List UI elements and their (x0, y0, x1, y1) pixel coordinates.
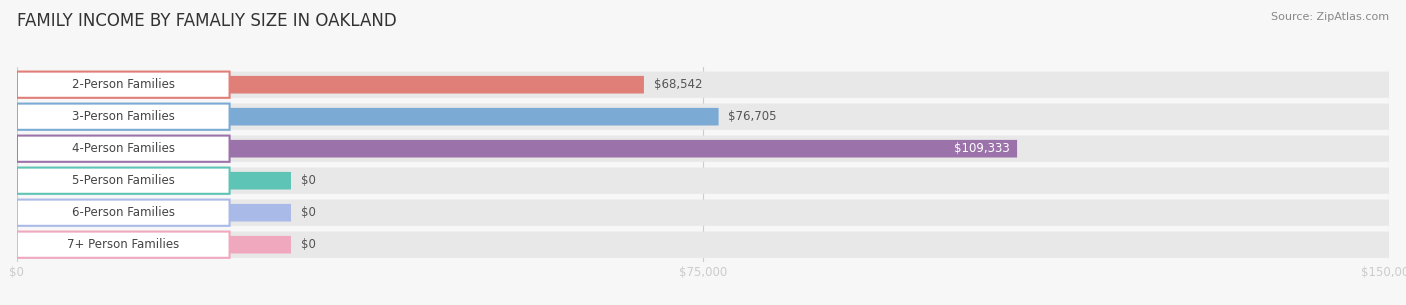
Text: $109,333: $109,333 (955, 142, 1011, 155)
FancyBboxPatch shape (198, 172, 291, 189)
Text: 5-Person Families: 5-Person Families (72, 174, 174, 187)
FancyBboxPatch shape (17, 104, 1389, 130)
Text: 6-Person Families: 6-Person Families (72, 206, 174, 219)
Text: 4-Person Families: 4-Person Families (72, 142, 174, 155)
FancyBboxPatch shape (17, 72, 229, 98)
Text: 7+ Person Families: 7+ Person Families (67, 238, 180, 251)
FancyBboxPatch shape (17, 72, 1389, 98)
FancyBboxPatch shape (17, 108, 718, 125)
Text: FAMILY INCOME BY FAMALIY SIZE IN OAKLAND: FAMILY INCOME BY FAMALIY SIZE IN OAKLAND (17, 12, 396, 30)
FancyBboxPatch shape (17, 167, 229, 194)
FancyBboxPatch shape (17, 140, 1017, 157)
FancyBboxPatch shape (17, 199, 229, 226)
Text: 3-Person Families: 3-Person Families (72, 110, 174, 123)
FancyBboxPatch shape (198, 236, 291, 253)
FancyBboxPatch shape (17, 76, 644, 94)
Text: 2-Person Families: 2-Person Families (72, 78, 174, 91)
Text: $0: $0 (301, 206, 315, 219)
Text: $0: $0 (301, 238, 315, 251)
Text: Source: ZipAtlas.com: Source: ZipAtlas.com (1271, 12, 1389, 22)
Text: $0: $0 (301, 174, 315, 187)
FancyBboxPatch shape (198, 204, 291, 221)
Text: $68,542: $68,542 (654, 78, 702, 91)
FancyBboxPatch shape (17, 167, 1389, 194)
Text: $76,705: $76,705 (728, 110, 776, 123)
FancyBboxPatch shape (17, 231, 229, 258)
FancyBboxPatch shape (17, 136, 1389, 162)
FancyBboxPatch shape (17, 104, 229, 130)
FancyBboxPatch shape (17, 136, 229, 162)
FancyBboxPatch shape (17, 199, 1389, 226)
FancyBboxPatch shape (17, 231, 1389, 258)
